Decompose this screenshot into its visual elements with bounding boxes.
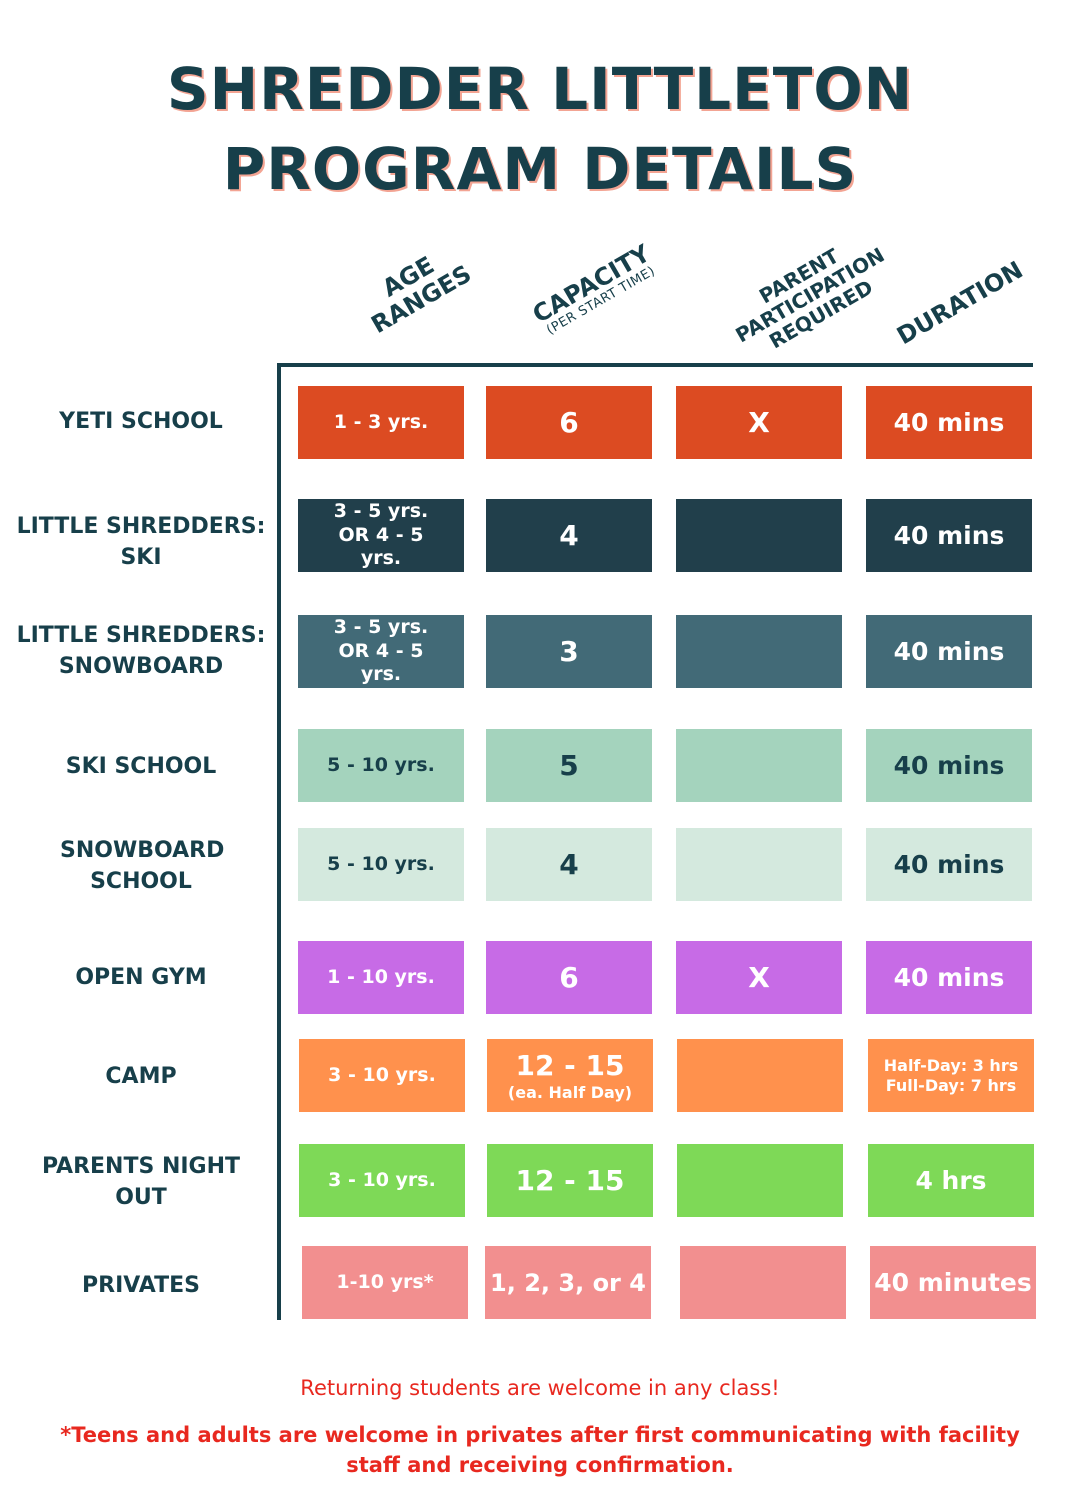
cell-capacity: 4: [486, 828, 652, 901]
cell-age: 3 - 5 yrs. OR 4 - 5 yrs.: [298, 499, 464, 572]
cell-duration: 40 mins: [866, 828, 1032, 901]
cell-age: 5 - 10 yrs.: [298, 828, 464, 901]
title-line-2: PROGRAM DETAILS: [222, 135, 858, 203]
row-label-parents-night-out: PARENTS NIGHT OUT: [41, 1154, 241, 1210]
row-label-little-shredders-ski: LITTLE SHREDDERS: SKI: [16, 514, 266, 570]
cell-duration: 40 mins: [866, 941, 1032, 1014]
cell-capacity-value: 12 - 15: [515, 1049, 625, 1082]
footer-teens-adults-note: *Teens and adults are welcome in private…: [60, 1423, 1020, 1478]
cell-parent: [676, 615, 842, 688]
cell-duration: 40 minutes: [870, 1246, 1036, 1319]
cell-age: 1 - 3 yrs.: [298, 386, 464, 459]
cell-capacity: 3: [486, 615, 652, 688]
cell-age: 1 - 10 yrs.: [298, 941, 464, 1014]
cell-capacity: 5: [486, 729, 652, 802]
cell-parent: [680, 1246, 846, 1319]
footer-returning-note: Returning students are welcome in any cl…: [300, 1376, 780, 1400]
cell-parent: [677, 1144, 843, 1217]
cell-duration: Half-Day: 3 hrs Full-Day: 7 hrs: [868, 1039, 1034, 1112]
cell-age: 3 - 10 yrs.: [299, 1039, 465, 1112]
cell-capacity: 4: [486, 499, 652, 572]
row-label-ski-school: SKI SCHOOL: [65, 754, 217, 779]
header-parent-text: PARENT PARTICIPATION REQUIRED: [731, 242, 889, 354]
header-age-ranges: AGE RANGES: [341, 231, 489, 347]
cell-age: 5 - 10 yrs.: [298, 729, 464, 802]
cell-duration: 40 mins: [866, 386, 1032, 459]
cell-duration: 40 mins: [866, 729, 1032, 802]
table-horizontal-axis: [277, 363, 1033, 367]
cell-capacity: 1, 2, 3, or 4: [485, 1246, 651, 1319]
cell-duration: 4 hrs: [868, 1144, 1034, 1217]
header-age-text: AGE RANGES: [366, 251, 477, 340]
cell-duration: 40 mins: [866, 615, 1032, 688]
header-capacity-text: CAPACITY: [527, 239, 655, 329]
cell-age: 3 - 10 yrs.: [299, 1144, 465, 1217]
cell-parent: X: [676, 941, 842, 1014]
table-vertical-axis: [277, 364, 281, 1320]
cell-capacity: 6: [486, 386, 652, 459]
header-capacity: CAPACITY (PER START TIME): [507, 228, 683, 353]
cell-parent: [677, 1039, 843, 1112]
cell-age: 1-10 yrs*: [302, 1246, 468, 1319]
cell-parent: [676, 828, 842, 901]
row-label-open-gym: OPEN GYM: [75, 965, 207, 990]
cell-duration: 40 mins: [866, 499, 1032, 572]
cell-capacity-note: (ea. Half Day): [507, 1083, 633, 1102]
cell-parent: [676, 499, 842, 572]
row-label-snowboard-school: SNOWBOARD SCHOOL: [60, 838, 225, 894]
header-parent-participation: PARENT PARTICIPATION REQUIRED: [707, 216, 913, 373]
row-label-camp: CAMP: [105, 1064, 177, 1089]
row-label-privates: PRIVATES: [82, 1273, 200, 1298]
cell-parent: [676, 729, 842, 802]
cell-capacity: 12 - 15 (ea. Half Day): [487, 1039, 653, 1112]
cell-parent: X: [676, 386, 842, 459]
cell-capacity: 12 - 15: [487, 1144, 653, 1217]
cell-age: 3 - 5 yrs. OR 4 - 5 yrs.: [298, 615, 464, 688]
row-label-yeti-school: YETI SCHOOL: [59, 409, 223, 434]
row-label-little-shredders-snowboard: LITTLE SHREDDERS: SNOWBOARD: [16, 623, 266, 679]
title-line-1: SHREDDER LITTLETON: [166, 55, 914, 123]
cell-capacity: 6: [486, 941, 652, 1014]
